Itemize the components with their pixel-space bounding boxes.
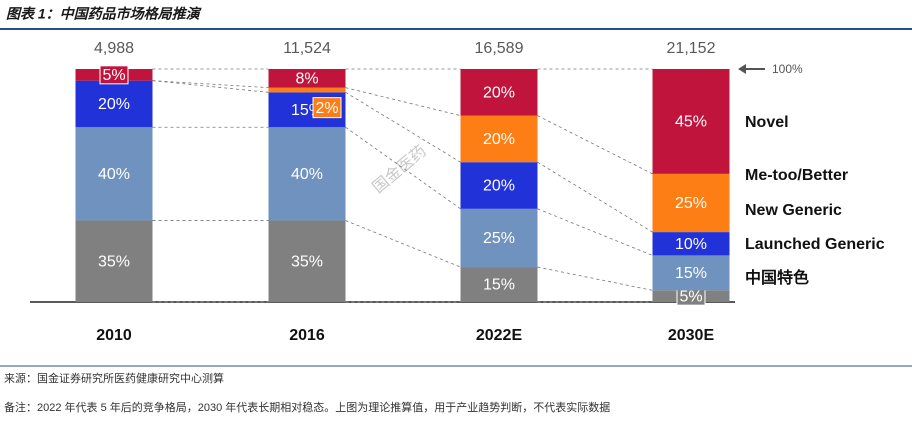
- value-label: 5%: [679, 288, 702, 305]
- bar-segment: [460, 208, 538, 268]
- legend-label: New Generic: [745, 202, 842, 219]
- bar-segment: [652, 69, 730, 174]
- bar-segment: [460, 162, 538, 209]
- value-label: 40%: [98, 166, 130, 183]
- legend-label: Novel: [745, 114, 789, 131]
- bar-segment: [75, 220, 153, 302]
- value-label: 20%: [483, 131, 515, 148]
- connector: [345, 220, 461, 268]
- value-label: 25%: [483, 230, 515, 247]
- value-label: 35%: [98, 253, 130, 270]
- value-label: 10%: [675, 236, 707, 253]
- note: 备注：2022 年代表 5 年后的竞争格局，2030 年代表长期相对稳态。上图为…: [4, 400, 610, 414]
- bar-segment: [460, 267, 538, 302]
- value-label: 40%: [291, 166, 323, 183]
- value-label: 8%: [295, 71, 318, 88]
- total-label: 16,589: [475, 40, 524, 57]
- source: 来源：国金证券研究所医药健康研究中心测算: [4, 371, 224, 385]
- connector: [537, 161, 653, 233]
- legend-label: 中国特色: [745, 268, 809, 287]
- total-label: 4,988: [94, 40, 134, 57]
- connector: [537, 208, 653, 256]
- bar-segment: [652, 232, 730, 256]
- legend-label: Me-too/Better: [745, 167, 848, 184]
- value-label: 20%: [483, 85, 515, 102]
- x-tick-label: 2010: [96, 327, 132, 344]
- x-tick-label: 2022E: [476, 327, 523, 344]
- bar-segment: [460, 69, 538, 116]
- bar-segment: [268, 127, 346, 221]
- bar-segment: [268, 87, 346, 93]
- bar-segment: [268, 69, 346, 88]
- x-tick-label: 2016: [289, 327, 325, 344]
- value-label: 45%: [675, 114, 707, 131]
- bar-segment: [652, 173, 730, 233]
- reference-label: 100%: [772, 62, 803, 76]
- connector: [537, 266, 653, 291]
- connector: [152, 80, 269, 93]
- label-box: [99, 65, 129, 85]
- arrow-head: [738, 64, 746, 74]
- bar-segment: [460, 115, 538, 163]
- header-title: 图表 1：中国药品市场格局推演: [6, 6, 202, 22]
- total-label: 11,524: [283, 40, 331, 57]
- label-box: [312, 97, 342, 119]
- bar-segment: [652, 255, 730, 291]
- value-label: 2%: [315, 100, 338, 117]
- value-label: 35%: [291, 253, 323, 270]
- bar-segment: [268, 220, 346, 302]
- value-label: 20%: [483, 178, 515, 195]
- bar-segment: [75, 80, 153, 128]
- legend-label: Launched Generic: [745, 236, 885, 253]
- value-label: 25%: [675, 195, 707, 212]
- value-label: 5%: [102, 67, 125, 84]
- x-tick-label: 2030E: [668, 327, 715, 344]
- value-label: 15%: [675, 265, 707, 282]
- connector: [345, 91, 461, 163]
- value-label: 15%: [483, 277, 515, 294]
- value-label: 20%: [98, 96, 130, 113]
- bar-segment: [75, 127, 153, 221]
- total-label: 21,152: [667, 40, 716, 57]
- connector: [345, 87, 461, 116]
- connector: [152, 80, 269, 89]
